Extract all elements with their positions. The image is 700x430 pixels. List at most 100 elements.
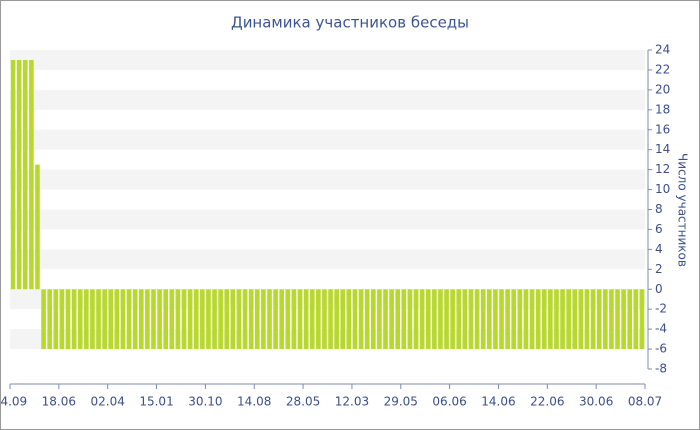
bar (242, 289, 248, 350)
bar (29, 59, 34, 290)
bar (193, 289, 199, 350)
y-tick-label: 22 (655, 62, 670, 76)
bar (35, 164, 40, 290)
grid-band (10, 249, 645, 270)
x-tick-label: 12.03 (335, 395, 369, 409)
bar (71, 289, 77, 350)
bar (346, 289, 352, 350)
bar (47, 289, 52, 350)
bar (425, 289, 431, 350)
bar (126, 289, 132, 350)
bar (279, 289, 285, 350)
bar (578, 289, 584, 350)
y-tick-label: 20 (655, 82, 670, 96)
x-tick-label: 29.05 (384, 395, 418, 409)
bar (218, 289, 223, 350)
bar (523, 289, 529, 350)
bar (499, 289, 504, 350)
bar (474, 289, 480, 350)
bar (511, 289, 517, 350)
grid-band (10, 329, 645, 350)
x-tick-label: 22.06 (530, 395, 564, 409)
bar (163, 289, 168, 350)
grid-band (10, 50, 645, 70)
bar (77, 289, 83, 350)
bar (468, 289, 474, 350)
bar (432, 289, 437, 350)
grid-band (10, 209, 645, 230)
bar (413, 289, 419, 350)
bar (566, 289, 571, 350)
bar (175, 289, 181, 350)
bar (200, 289, 205, 350)
x-tick-label: 28.05 (286, 395, 320, 409)
bar (621, 289, 626, 350)
bar (487, 289, 492, 350)
bar (444, 289, 449, 350)
bar (267, 289, 272, 350)
bar (22, 59, 28, 290)
x-tick-label: 02.04 (91, 395, 125, 409)
bar (560, 289, 565, 350)
bar (370, 289, 376, 350)
bar (114, 289, 120, 350)
y-axis-label: Число участников (676, 153, 690, 267)
grid-band (10, 289, 645, 310)
bar (548, 289, 553, 350)
y-tick-label: 8 (655, 202, 663, 216)
x-tick-label: 15.01 (139, 395, 173, 409)
y-tick-label: 0 (655, 282, 663, 296)
bar (389, 289, 394, 350)
bar (157, 289, 162, 350)
bar (187, 289, 193, 350)
bar (395, 289, 401, 350)
bar (291, 289, 297, 350)
bar (572, 289, 578, 350)
bar (450, 289, 455, 350)
bar (212, 289, 217, 350)
bar (340, 289, 346, 350)
bar (41, 289, 46, 350)
bar (480, 289, 486, 350)
x-tick-label: 08.07 (628, 395, 662, 409)
bar (334, 289, 339, 350)
y-tick-label: 4 (655, 242, 663, 256)
x-tick-label: 18.06 (42, 395, 76, 409)
bar (358, 289, 364, 350)
bar (419, 289, 425, 350)
y-tick-label: 2 (655, 262, 663, 276)
bar (603, 289, 608, 350)
x-tick-label: 30.06 (579, 395, 613, 409)
y-tick-label: 24 (655, 43, 670, 57)
x-tick-label: 14.08 (237, 395, 271, 409)
bar (138, 289, 144, 350)
grid-band (10, 169, 645, 190)
bar (328, 289, 333, 350)
bar (65, 289, 71, 350)
bar (322, 289, 327, 350)
bar (517, 289, 523, 350)
bar (535, 289, 541, 350)
bar (102, 289, 107, 350)
bar (309, 289, 315, 350)
bar (84, 289, 89, 350)
grid-band (10, 89, 645, 110)
y-tick-label: 12 (655, 162, 670, 176)
bar (407, 289, 413, 350)
bar (316, 289, 321, 350)
bar (224, 289, 230, 350)
bar (285, 289, 291, 350)
bar (609, 289, 614, 350)
grid-band (10, 129, 645, 150)
bar (132, 289, 138, 350)
bar (169, 289, 175, 350)
bar (462, 289, 468, 350)
bar (364, 289, 370, 350)
bar (297, 289, 303, 350)
bar (438, 289, 443, 350)
bar (541, 289, 547, 350)
x-tick-label: 06.06 (432, 395, 466, 409)
bar (181, 289, 187, 350)
bar (493, 289, 498, 350)
bar (261, 289, 266, 350)
